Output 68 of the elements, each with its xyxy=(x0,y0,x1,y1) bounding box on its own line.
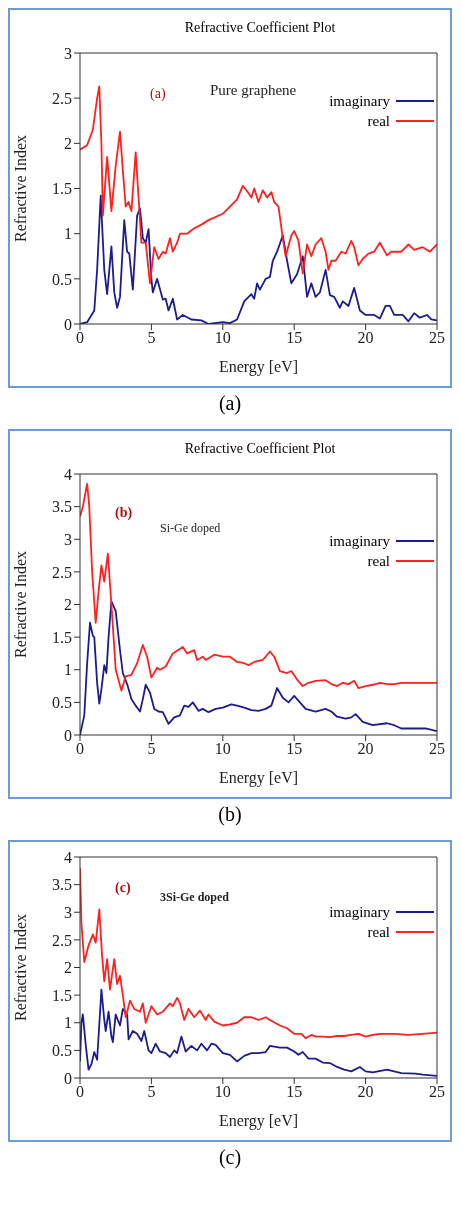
y-tick-label: 3 xyxy=(64,903,72,921)
y-tick-label: 2.5 xyxy=(52,931,72,949)
y-tick-label: 4 xyxy=(64,465,72,483)
x-tick-label: 20 xyxy=(357,329,374,347)
y-tick-label: 2 xyxy=(64,596,72,614)
y-tick-label: 0 xyxy=(64,315,72,333)
text: (a) xyxy=(217,392,243,415)
text: (c) xyxy=(217,1146,243,1169)
annotation: Pure graphene xyxy=(210,82,297,99)
y-tick-label: 0 xyxy=(64,1069,72,1087)
x-tick-label: 5 xyxy=(147,1083,156,1101)
line-series xyxy=(80,85,437,285)
annotation: (b) xyxy=(115,505,133,521)
y-tick-label: 2 xyxy=(64,959,72,977)
legend-label: real xyxy=(367,112,390,131)
legend-label: imaginary xyxy=(329,532,390,551)
x-tick-label: 0 xyxy=(76,740,84,758)
y-tick-label: 0 xyxy=(64,726,72,744)
x-tick-label: 15 xyxy=(286,1083,303,1101)
legend-label: imaginary xyxy=(329,92,390,111)
x-axis-title: Energy [eV] xyxy=(218,769,299,787)
y-axis-title: Refractive Index xyxy=(11,913,29,1022)
y-tick-label: 1.5 xyxy=(52,180,72,198)
annotation: 3Si-Ge doped xyxy=(160,890,230,905)
y-tick-label: 2 xyxy=(64,135,72,153)
y-tick-label: 4 xyxy=(64,848,72,866)
legend-label: real xyxy=(367,923,390,942)
x-axis-title: Energy [eV] xyxy=(218,1112,299,1130)
x-tick-label: 10 xyxy=(214,1083,231,1101)
x-tick-label: 20 xyxy=(357,740,374,758)
line-series xyxy=(80,482,437,692)
y-tick-label: 3 xyxy=(64,530,72,548)
x-tick-label: 15 xyxy=(286,329,303,347)
x-tick-label: 25 xyxy=(429,740,445,758)
text: (b) xyxy=(217,803,243,826)
annotation: (c) xyxy=(115,880,131,896)
annotation: Si-Ge doped xyxy=(160,521,221,536)
y-tick-label: 0.5 xyxy=(52,694,72,712)
x-tick-label: 5 xyxy=(147,329,156,347)
y-tick-label: 0.5 xyxy=(52,1042,72,1060)
x-tick-label: 25 xyxy=(429,1083,445,1101)
x-tick-label: 5 xyxy=(147,740,156,758)
y-axis-title: Refractive Index xyxy=(11,550,29,659)
x-tick-label: 10 xyxy=(214,740,231,758)
chart-title: Refractive Coefficient Plot xyxy=(183,440,337,458)
x-tick-label: 0 xyxy=(76,1083,84,1101)
x-tick-label: 10 xyxy=(214,329,231,347)
x-tick-label: 25 xyxy=(429,329,445,347)
x-tick-label: 0 xyxy=(76,329,84,347)
y-tick-label: 1.5 xyxy=(52,628,72,646)
y-tick-label: 1 xyxy=(64,225,72,243)
annotation: (a) xyxy=(150,86,166,102)
legend-label: real xyxy=(367,552,390,571)
chart-title: Refractive Coefficient Plot xyxy=(183,19,337,37)
x-axis-title: Energy [eV] xyxy=(218,358,299,376)
x-tick-label: 15 xyxy=(286,740,303,758)
y-tick-label: 2.5 xyxy=(52,89,72,107)
y-tick-label: 3.5 xyxy=(52,876,72,894)
y-tick-label: 3.5 xyxy=(52,498,72,516)
legend-label: imaginary xyxy=(329,903,390,922)
y-tick-label: 1 xyxy=(64,1014,72,1032)
x-tick-label: 20 xyxy=(357,1083,374,1101)
y-tick-label: 1.5 xyxy=(52,986,72,1004)
y-tick-label: 2.5 xyxy=(52,563,72,581)
y-tick-label: 3 xyxy=(64,44,72,62)
y-tick-label: 1 xyxy=(64,661,72,679)
y-axis-title: Refractive Index xyxy=(11,134,29,243)
y-tick-label: 0.5 xyxy=(52,270,72,288)
